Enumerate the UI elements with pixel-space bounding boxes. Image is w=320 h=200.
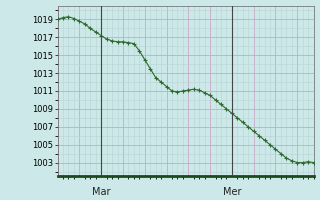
Text: Mer: Mer: [223, 187, 241, 197]
Text: Mar: Mar: [92, 187, 110, 197]
